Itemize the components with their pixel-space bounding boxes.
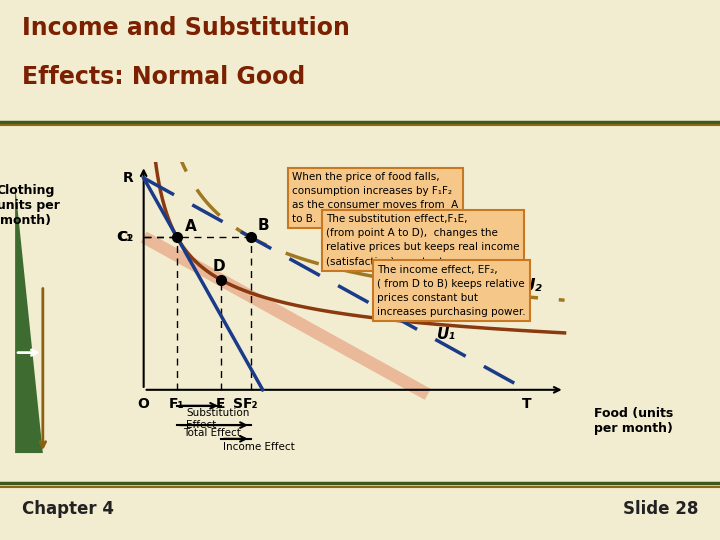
Text: U₂: U₂ (522, 277, 543, 295)
Text: E: E (216, 397, 225, 410)
Text: Substitution
Effect: Substitution Effect (186, 408, 250, 430)
Text: F₁: F₁ (169, 397, 185, 410)
Text: S: S (233, 397, 243, 410)
Text: T: T (521, 397, 531, 410)
Text: Chapter 4: Chapter 4 (22, 501, 114, 518)
Text: U₁: U₁ (437, 327, 456, 342)
Text: Income and Substitution: Income and Substitution (22, 16, 349, 40)
Text: When the price of food falls,
consumption increases by F₁F₂
as the consumer move: When the price of food falls, consumptio… (292, 172, 459, 224)
Text: B: B (257, 218, 269, 233)
Text: The income effect, EF₂,
( from D to B) keeps relative
prices constant but
increa: The income effect, EF₂, ( from D to B) k… (377, 265, 526, 316)
Text: Effects: Normal Good: Effects: Normal Good (22, 65, 305, 89)
Polygon shape (15, 185, 43, 453)
Text: C₁: C₁ (117, 230, 133, 244)
Text: A: A (184, 219, 197, 234)
Text: Total Effect: Total Effect (184, 428, 241, 438)
Text: D: D (212, 259, 225, 274)
Text: Income Effect: Income Effect (223, 442, 294, 451)
Text: Slide 28: Slide 28 (623, 501, 698, 518)
Text: F₂: F₂ (243, 397, 258, 410)
Text: The substitution effect,F₁E,
(from point A to D),  changes the
relative prices b: The substitution effect,F₁E, (from point… (326, 214, 520, 266)
Text: C₂: C₂ (117, 230, 133, 244)
Text: R: R (122, 171, 133, 185)
Text: O: O (138, 397, 150, 410)
Text: Food (units
per month): Food (units per month) (594, 407, 673, 435)
Text: Clothing
(units per
month): Clothing (units per month) (0, 184, 60, 227)
